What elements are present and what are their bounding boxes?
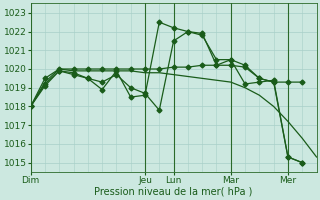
X-axis label: Pression niveau de la mer( hPa ): Pression niveau de la mer( hPa ): [94, 187, 253, 197]
